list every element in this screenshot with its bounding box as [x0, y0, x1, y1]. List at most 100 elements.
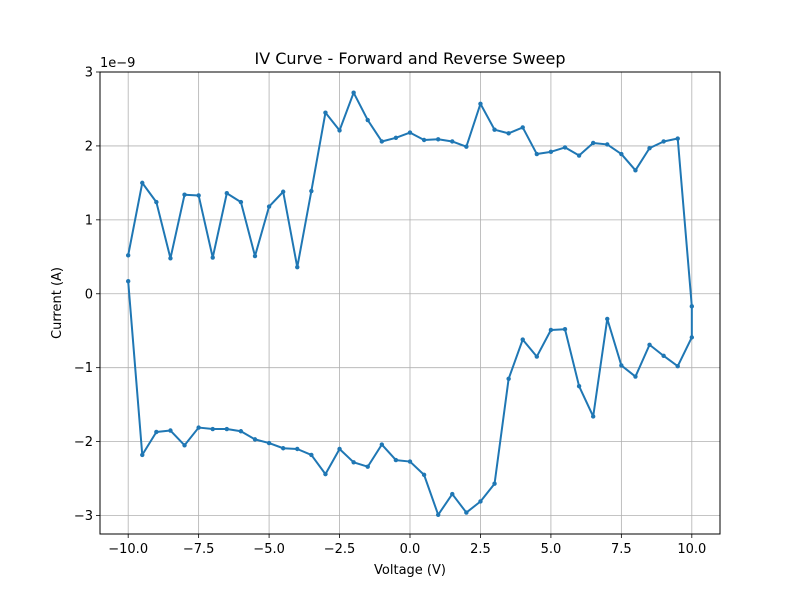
data-point: [182, 443, 187, 448]
x-tick-label: 10.0: [677, 542, 706, 557]
data-point: [125, 278, 131, 284]
data-point: [393, 457, 399, 463]
data-point: [337, 128, 342, 133]
data-point: [478, 499, 483, 504]
data-point: [210, 426, 215, 432]
x-tick-label: −7.5: [183, 542, 215, 557]
data-point: [506, 131, 511, 136]
x-tick-label: −10.0: [108, 542, 148, 557]
series-line-group: [125, 90, 695, 517]
y-tick-label: 2: [85, 139, 93, 154]
data-point: [196, 425, 201, 430]
x-tick-label: −5.0: [253, 542, 285, 557]
y-tick-label: 1: [85, 213, 93, 228]
data-point: [154, 199, 159, 205]
data-point: [421, 137, 427, 143]
y-ticks: −3 −2 −1 0 1 2 3: [74, 66, 100, 524]
x-tick-label: 5.0: [541, 542, 562, 557]
data-point: [295, 264, 300, 270]
data-point: [140, 452, 145, 458]
data-point: [365, 117, 370, 123]
data-point: [520, 337, 525, 342]
data-point: [210, 255, 215, 260]
data-point: [590, 414, 596, 419]
data-point: [435, 512, 441, 517]
x-tick-label: 2.5: [470, 542, 491, 557]
data-point: [464, 144, 469, 149]
data-point: [224, 191, 230, 196]
y-tick-label: 3: [85, 66, 93, 81]
data-point: [154, 429, 159, 435]
data-point: [280, 189, 286, 194]
y-offset-label: 1e−9: [100, 56, 135, 71]
data-point: [605, 142, 610, 147]
x-tick-label: −2.5: [324, 542, 356, 557]
data-point: [689, 335, 695, 340]
data-point: [182, 192, 187, 197]
x-tick-label: 0.0: [400, 542, 421, 557]
series-line: [127, 91, 693, 516]
data-point: [534, 151, 540, 157]
x-axis-label: Voltage (V): [374, 563, 446, 578]
grid: [100, 71, 720, 534]
data-point: [379, 139, 385, 144]
y-tick-label: −3: [74, 509, 93, 524]
data-point: [252, 253, 258, 259]
data-point: [309, 188, 314, 194]
data-point: [450, 139, 455, 144]
data-point: [647, 145, 652, 151]
data-point: [365, 464, 370, 469]
data-point: [379, 442, 385, 447]
data-point: [548, 327, 554, 333]
data-point: [435, 137, 441, 142]
data-point: [548, 149, 554, 155]
data-point: [238, 429, 244, 434]
data-point: [295, 446, 300, 452]
data-point: [633, 168, 638, 173]
data-point: [605, 316, 610, 322]
data-point: [168, 428, 173, 433]
x-ticks: −10.0 −7.5 −5.0 −2.5 0.0 2.5 5.0 7.5 10.0: [108, 534, 706, 557]
data-point: [534, 354, 540, 359]
data-point: [478, 101, 483, 106]
data-point: [506, 376, 511, 381]
data-point: [196, 193, 201, 198]
data-point: [647, 342, 652, 347]
data-point: [393, 135, 399, 140]
data-point: [520, 125, 525, 130]
data-point: [689, 304, 695, 309]
data-point: [675, 136, 680, 141]
data-point: [562, 145, 568, 150]
data-point: [562, 327, 568, 332]
data-point: [266, 204, 272, 209]
data-point: [224, 426, 230, 432]
data-point: [168, 256, 173, 261]
chart-title: IV Curve - Forward and Reverse Sweep: [255, 49, 566, 68]
data-point: [407, 459, 413, 464]
data-point: [252, 437, 258, 442]
data-point: [661, 139, 666, 144]
data-point: [590, 140, 596, 146]
y-tick-label: −2: [74, 435, 93, 450]
y-tick-label: 0: [85, 287, 93, 302]
y-tick-label: −1: [74, 361, 93, 376]
data-point: [407, 130, 413, 135]
data-point: [492, 127, 497, 132]
data-point: [309, 452, 314, 458]
data-point: [337, 446, 342, 452]
x-tick-label: 7.5: [611, 542, 632, 557]
data-point: [351, 90, 356, 95]
data-point: [266, 440, 272, 446]
data-point: [675, 364, 680, 369]
data-point: [576, 383, 582, 389]
data-point: [661, 353, 666, 359]
data-point: [238, 199, 244, 205]
data-point: [140, 180, 145, 186]
data-point: [464, 510, 469, 515]
data-point: [619, 363, 624, 368]
data-point: [576, 153, 582, 158]
data-point: [125, 253, 131, 258]
data-point: [323, 110, 328, 115]
